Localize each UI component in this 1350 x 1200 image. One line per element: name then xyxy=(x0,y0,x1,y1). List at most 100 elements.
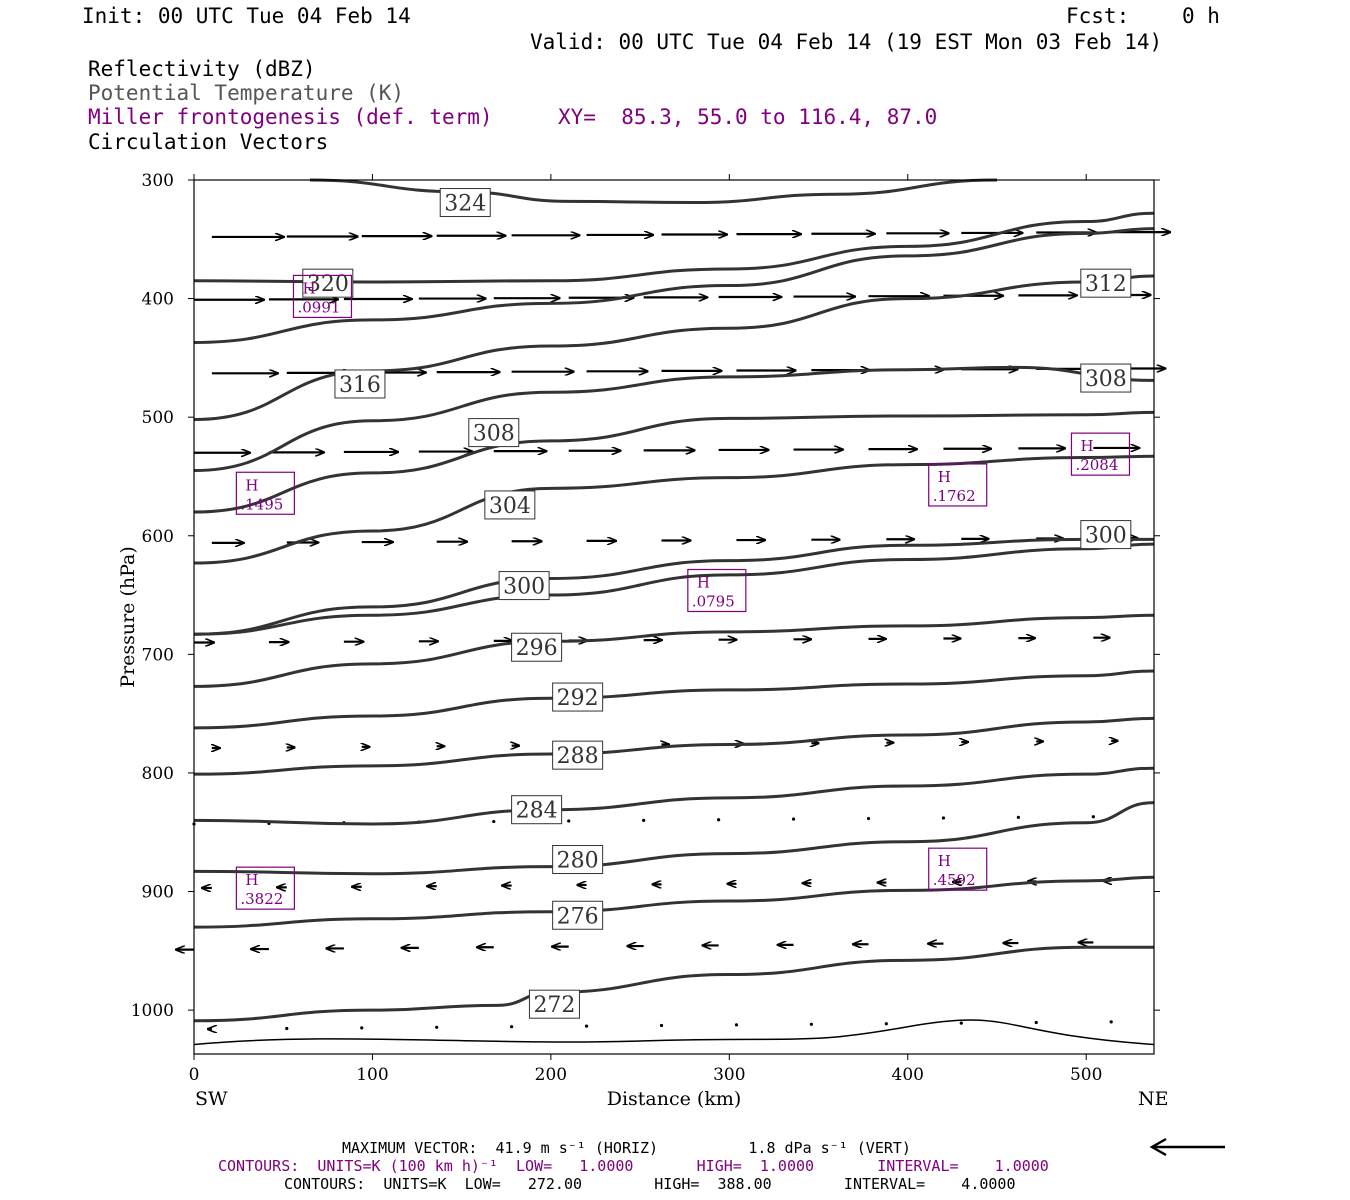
legend-frontogenesis: Miller frontogenesis (def. term) xyxy=(88,105,493,129)
theta-contour-label: 316 xyxy=(339,373,381,398)
theta-contour xyxy=(193,537,1154,636)
circulation-vector xyxy=(734,1023,739,1027)
theta-contour-label: 288 xyxy=(557,744,599,769)
theta-contour xyxy=(193,454,1155,565)
frontogenesis-high-letter: H xyxy=(1080,437,1093,455)
circulation-vector xyxy=(642,818,646,822)
theta-contour-label: 324 xyxy=(444,192,486,217)
x-tick-label: 100 xyxy=(356,1065,388,1085)
frontogenesis-contour-info: CONTOURS: UNITS=K (100 km h)⁻¹ LOW= 1.00… xyxy=(218,1157,1049,1175)
frontogenesis-high-letter: H xyxy=(938,468,951,486)
init-time: Init: 00 UTC Tue 04 Feb 14 xyxy=(82,4,411,28)
valid-time: Valid: 00 UTC Tue 04 Feb 14 (19 EST Mon … xyxy=(530,30,1163,54)
theta-contour-label-box xyxy=(439,188,491,218)
theta-contour-label: 292 xyxy=(557,686,599,711)
x-tick-label: 200 xyxy=(535,1065,567,1085)
circulation-vector xyxy=(360,1026,364,1030)
y-tick-label: 900 xyxy=(142,883,174,903)
ne-label: NE xyxy=(1138,1088,1169,1110)
y-axis-title: Pressure (hPa) xyxy=(117,546,139,688)
theta-contour-label: 300 xyxy=(1085,524,1127,549)
frontogenesis-high-box xyxy=(1070,432,1131,476)
x-tick-label: 400 xyxy=(892,1065,924,1085)
circulation-vector xyxy=(1091,815,1095,819)
theta-contour-label: 312 xyxy=(1085,272,1127,297)
theta-contour-label: 308 xyxy=(473,422,515,447)
frontogenesis-high-value: .1762 xyxy=(933,487,976,505)
y-tick-label: 300 xyxy=(142,171,174,191)
theta-contour xyxy=(193,801,1155,876)
theta-contour xyxy=(193,410,1155,514)
circulation-vector xyxy=(510,1025,514,1029)
theta-contour-label: 300 xyxy=(503,575,545,600)
circulation-vector xyxy=(884,1022,888,1026)
theta-contour xyxy=(193,875,1155,929)
y-tick-label: 700 xyxy=(142,645,174,665)
theta-contour xyxy=(193,613,1155,688)
theta-contour xyxy=(193,716,1155,776)
theta-contour-label-box xyxy=(1080,363,1132,393)
circulation-vector xyxy=(659,1023,664,1028)
terrain-line xyxy=(193,1019,1155,1046)
frontogenesis-high-letter: H xyxy=(938,852,951,870)
circulation-vector xyxy=(1016,815,1020,819)
theta-contour-label: 284 xyxy=(516,799,558,824)
theta-contour xyxy=(309,178,997,205)
theta-contour-label-box xyxy=(528,989,580,1019)
frontogenesis-high-box xyxy=(928,463,988,507)
x-tick-label: 0 xyxy=(189,1065,200,1085)
fcst-label: Fcst: xyxy=(1066,4,1130,28)
theta-contour-label-box xyxy=(552,740,604,770)
circulation-vector xyxy=(584,1024,589,1028)
theta-contour-label: 304 xyxy=(489,494,531,519)
legend-circulation: Circulation Vectors xyxy=(88,130,329,154)
frontogenesis-high-value: .4592 xyxy=(933,871,976,889)
theta-contour-label: 280 xyxy=(557,849,599,874)
circulation-vector xyxy=(866,816,871,821)
sw-label: SW xyxy=(195,1088,228,1110)
theta-contour-label: 320 xyxy=(307,272,349,297)
circulation-vector xyxy=(959,1021,963,1025)
theta-contour-label: 276 xyxy=(557,904,599,929)
theta-contour-label-box xyxy=(552,900,604,930)
frontogenesis-high-value: .1495 xyxy=(240,495,283,513)
frontogenesis-high-value: .0795 xyxy=(692,593,735,611)
theta-contour-info: CONTOURS: UNITS=K LOW= 272.00 HIGH= 388.… xyxy=(284,1175,1016,1193)
cross-section-xy: XY= 85.3, 55.0 to 116.4, 87.0 xyxy=(558,105,938,129)
x-tick-label: 500 xyxy=(1070,1065,1102,1085)
circulation-vector xyxy=(567,819,571,823)
theta-contour xyxy=(193,227,1155,344)
circulation-vector xyxy=(791,817,796,821)
y-tick-label: 600 xyxy=(142,527,174,547)
theta-contour-label-box xyxy=(468,418,520,448)
circulation-vector xyxy=(285,1026,289,1031)
legend-reflectivity: Reflectivity (dBZ) xyxy=(88,57,316,81)
theta-contour-label: 296 xyxy=(516,636,558,661)
circulation-vector xyxy=(717,818,721,822)
y-tick-label: 500 xyxy=(142,408,174,428)
max-vector-info: MAXIMUM VECTOR: 41.9 m s⁻¹ (HORIZ) 1.8 d… xyxy=(342,1139,911,1157)
y-tick-label: 400 xyxy=(142,290,174,310)
theta-contour xyxy=(193,766,1155,826)
theta-contour-label-box xyxy=(511,795,563,825)
legend-theta: Potential Temperature (K) xyxy=(88,81,405,105)
frontogenesis-high-value: .3822 xyxy=(240,890,283,908)
theta-contour xyxy=(193,945,1154,1023)
plot-frame xyxy=(193,179,1155,1055)
theta-contour-label-box xyxy=(552,682,604,712)
frontogenesis-high-box xyxy=(928,847,988,891)
frontogenesis-high-box xyxy=(235,866,295,910)
x-tick-label: 300 xyxy=(713,1065,745,1085)
frontogenesis-high-box xyxy=(687,568,747,613)
circulation-vector xyxy=(492,819,496,824)
circulation-vector xyxy=(1034,1020,1038,1025)
theta-contour xyxy=(193,669,1155,730)
circulation-vector xyxy=(435,1025,439,1029)
circulation-vector xyxy=(809,1022,813,1026)
fcst-value: 0 h xyxy=(1182,4,1220,28)
theta-contour-label-box xyxy=(552,845,604,875)
frontogenesis-high-letter: H xyxy=(245,476,258,494)
y-tick-label: 1000 xyxy=(131,1001,174,1021)
theta-contour xyxy=(193,211,1155,284)
frontogenesis-high-value: .2084 xyxy=(1075,456,1118,474)
